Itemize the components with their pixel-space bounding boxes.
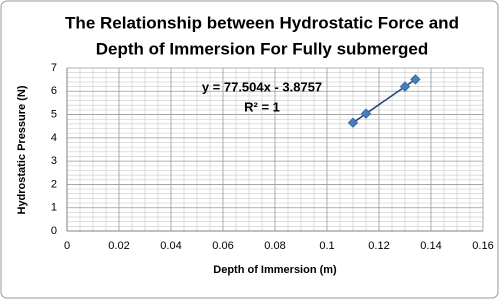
marker: [399, 81, 411, 92]
x-tick-label: 0.02: [108, 240, 129, 252]
x-tick-label: 0.08: [264, 240, 285, 252]
annotation: y = 77.504x - 3.8757: [202, 79, 322, 94]
marker: [347, 117, 359, 128]
x-tick-label: 0.1: [319, 240, 334, 252]
y-tick-label: 3: [51, 155, 57, 167]
y-tick-label: 7: [51, 62, 57, 74]
y-tick-label: 6: [51, 85, 57, 97]
y-axis-title: Hydrostatic Pressure (N): [16, 85, 28, 214]
marker: [360, 108, 372, 119]
chart-border: [0, 0, 499, 299]
y-tick-label: 1: [51, 202, 57, 214]
annotation: R² = 1: [244, 99, 280, 114]
x-tick-label: 0.04: [160, 240, 181, 252]
chart-title: Depth of Immersion For Fully submerged: [96, 39, 428, 58]
y-tick-label: 2: [51, 178, 57, 190]
chart-title: The Relationship between Hydrostatic For…: [65, 13, 459, 32]
x-axis-title: Depth of Immersion (m): [213, 264, 337, 276]
y-tick-label: 4: [51, 132, 57, 144]
y-tick-label: 5: [51, 108, 57, 120]
x-tick-label: 0.14: [420, 240, 441, 252]
x-tick-label: 0: [64, 240, 70, 252]
x-tick-label: 0.12: [368, 240, 389, 252]
x-tick-label: 0.06: [212, 240, 233, 252]
trendline: [352, 78, 416, 124]
y-tick-label: 0: [51, 225, 57, 237]
x-tick-label: 0.16: [472, 240, 493, 252]
marker: [410, 74, 421, 85]
